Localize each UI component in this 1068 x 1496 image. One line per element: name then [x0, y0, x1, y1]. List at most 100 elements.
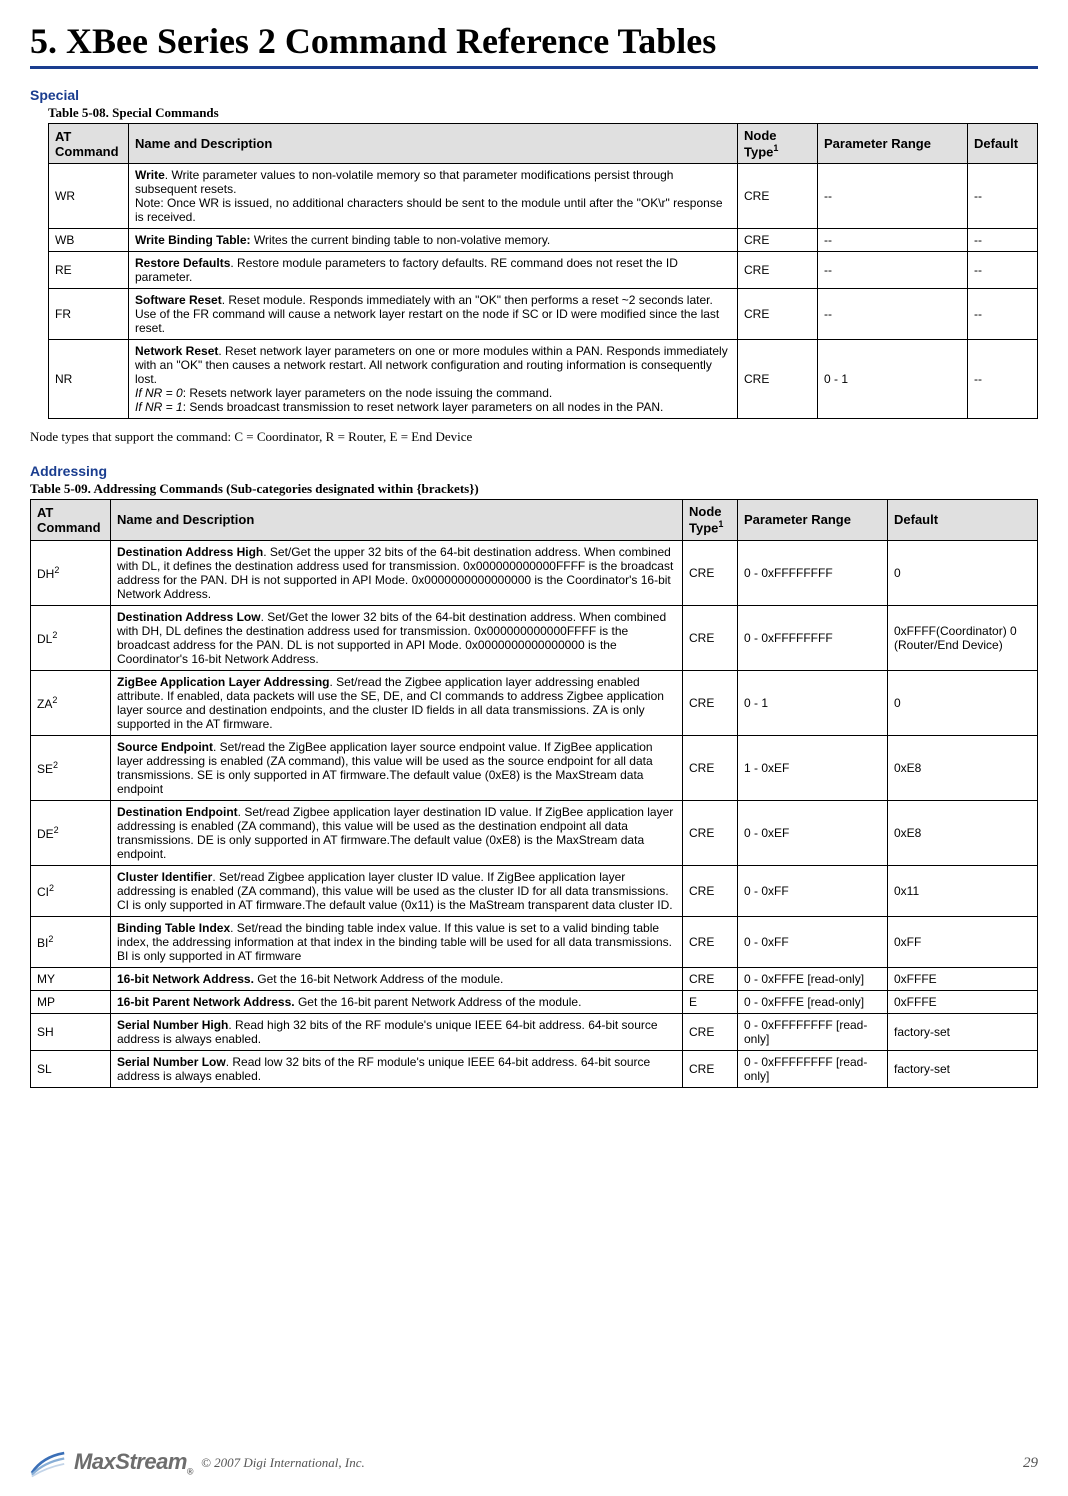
cell-range: 1 - 0xEF: [738, 735, 888, 800]
cell-range: --: [818, 252, 968, 289]
table-row: SHSerial Number High. Read high 32 bits …: [31, 1013, 1038, 1050]
copyright-text: © 2007 Digi International, Inc.: [201, 1455, 365, 1471]
th2-default: Default: [888, 500, 1038, 540]
cell-at: BI2: [31, 916, 111, 967]
cell-desc: Source Endpoint. Set/read the ZigBee app…: [111, 735, 683, 800]
cell-desc: Destination Address High. Set/Get the up…: [111, 540, 683, 605]
page-footer: MaxStream® © 2007 Digi International, In…: [30, 1448, 1038, 1478]
cell-range: 0 - 0xFF: [738, 865, 888, 916]
th-at: AT Command: [49, 124, 129, 164]
cell-desc: Network Reset. Reset network layer param…: [129, 340, 738, 419]
th2-node: Node Type1: [683, 500, 738, 540]
cell-node: CRE: [683, 865, 738, 916]
table-row: DL2Destination Address Low. Set/Get the …: [31, 605, 1038, 670]
cell-at: DE2: [31, 800, 111, 865]
table-row: ZA2ZigBee Application Layer Addressing. …: [31, 670, 1038, 735]
cell-at: FR: [49, 289, 129, 340]
cell-desc: Software Reset. Reset module. Responds i…: [129, 289, 738, 340]
cell-range: 0 - 0xFFFFFFFF [read-only]: [738, 1050, 888, 1087]
table-row: MP16-bit Parent Network Address. Get the…: [31, 990, 1038, 1013]
cell-desc: Write. Write parameter values to non-vol…: [129, 164, 738, 229]
cell-default: 0xE8: [888, 800, 1038, 865]
th2-at: AT Command: [31, 500, 111, 540]
cell-default: factory-set: [888, 1050, 1038, 1087]
th-range: Parameter Range: [818, 124, 968, 164]
chapter-title: 5. XBee Series 2 Command Reference Table…: [30, 20, 1038, 62]
cell-at: DH2: [31, 540, 111, 605]
cell-node: CRE: [683, 605, 738, 670]
cell-default: 0xFFFE: [888, 990, 1038, 1013]
cell-default: 0xFFFF(Coordinator) 0 (Router/End Device…: [888, 605, 1038, 670]
cell-default: --: [968, 289, 1038, 340]
table-row: SE2Source Endpoint. Set/read the ZigBee …: [31, 735, 1038, 800]
cell-range: 0 - 0xFF: [738, 916, 888, 967]
cell-at: NR: [49, 340, 129, 419]
cell-default: --: [968, 164, 1038, 229]
cell-node: CRE: [683, 967, 738, 990]
cell-at: WB: [49, 229, 129, 252]
cell-range: 0 - 1: [818, 340, 968, 419]
table-row: DE2Destination Endpoint. Set/read Zigbee…: [31, 800, 1038, 865]
cell-at: SE2: [31, 735, 111, 800]
cell-range: 0 - 0xFFFE [read-only]: [738, 990, 888, 1013]
cell-default: 0: [888, 670, 1038, 735]
cell-node: CRE: [683, 1050, 738, 1087]
cell-default: 0xE8: [888, 735, 1038, 800]
cell-desc: Destination Endpoint. Set/read Zigbee ap…: [111, 800, 683, 865]
cell-desc: Destination Address Low. Set/Get the low…: [111, 605, 683, 670]
cell-default: 0xFFFE: [888, 967, 1038, 990]
cell-desc: Restore Defaults. Restore module paramet…: [129, 252, 738, 289]
cell-default: 0xFF: [888, 916, 1038, 967]
cell-at: MP: [31, 990, 111, 1013]
th-node: Node Type1: [738, 124, 818, 164]
table-row: BI2Binding Table Index. Set/read the bin…: [31, 916, 1038, 967]
th2-node-text: Node Type: [689, 504, 722, 535]
maxstream-swoosh-icon: [30, 1448, 66, 1478]
cell-default: 0: [888, 540, 1038, 605]
cell-desc: Binding Table Index. Set/read the bindin…: [111, 916, 683, 967]
cell-at: SH: [31, 1013, 111, 1050]
cell-node: E: [683, 990, 738, 1013]
cell-range: 0 - 1: [738, 670, 888, 735]
cell-node: CRE: [738, 289, 818, 340]
cell-range: 0 - 0xFFFFFFFF: [738, 540, 888, 605]
cell-at: CI2: [31, 865, 111, 916]
logo-block: MaxStream® © 2007 Digi International, In…: [30, 1448, 365, 1478]
cell-node: CRE: [683, 800, 738, 865]
cell-desc: 16-bit Parent Network Address. Get the 1…: [111, 990, 683, 1013]
cell-at: WR: [49, 164, 129, 229]
section-addressing-label: Addressing: [30, 463, 1038, 479]
cell-node: CRE: [683, 735, 738, 800]
table-508-caption: Table 5-08. Special Commands: [48, 105, 1038, 121]
cell-at: ZA2: [31, 670, 111, 735]
table-row: WRWrite. Write parameter values to non-v…: [49, 164, 1038, 229]
cell-default: --: [968, 252, 1038, 289]
special-commands-table: AT Command Name and Description Node Typ…: [48, 123, 1038, 419]
th-node-text: Node Type: [744, 128, 777, 159]
cell-desc: Write Binding Table: Writes the current …: [129, 229, 738, 252]
cell-node: CRE: [738, 229, 818, 252]
table-row: WBWrite Binding Table: Writes the curren…: [49, 229, 1038, 252]
th2-range: Parameter Range: [738, 500, 888, 540]
th-node-sup: 1: [773, 143, 778, 153]
th2-node-sup: 1: [718, 519, 723, 529]
cell-desc: Serial Number High. Read high 32 bits of…: [111, 1013, 683, 1050]
page-number: 29: [1023, 1455, 1038, 1472]
cell-node: CRE: [683, 1013, 738, 1050]
table-row: NRNetwork Reset. Reset network layer par…: [49, 340, 1038, 419]
cell-range: --: [818, 229, 968, 252]
cell-desc: Cluster Identifier. Set/read Zigbee appl…: [111, 865, 683, 916]
title-underline: [30, 66, 1038, 69]
cell-range: --: [818, 289, 968, 340]
cell-at: MY: [31, 967, 111, 990]
section-special-label: Special: [30, 87, 1038, 103]
cell-range: --: [818, 164, 968, 229]
table-509-caption: Table 5-09. Addressing Commands (Sub-cat…: [30, 481, 1038, 497]
cell-range: 0 - 0xEF: [738, 800, 888, 865]
cell-node: CRE: [683, 670, 738, 735]
table-row: MY16-bit Network Address. Get the 16-bit…: [31, 967, 1038, 990]
th2-desc: Name and Description: [111, 500, 683, 540]
node-type-footnote: Node types that support the command: C =…: [30, 429, 1038, 445]
logo-word: MaxStream: [74, 1449, 187, 1474]
cell-desc: ZigBee Application Layer Addressing. Set…: [111, 670, 683, 735]
